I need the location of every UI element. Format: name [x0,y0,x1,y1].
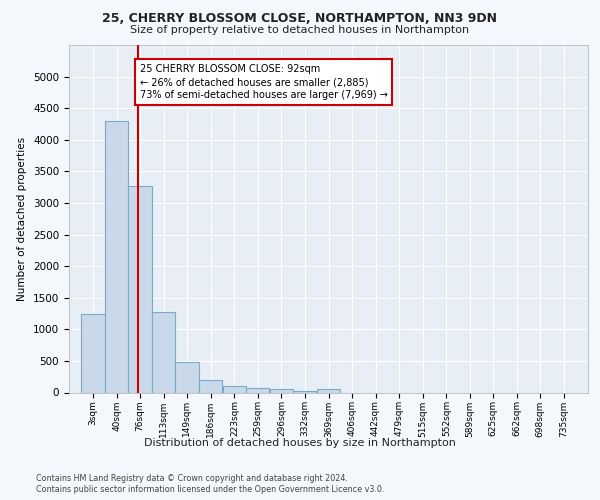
Bar [152,312,175,392]
Y-axis label: Number of detached properties: Number of detached properties [17,136,28,301]
Bar [223,386,246,392]
Text: 25 CHERRY BLOSSOM CLOSE: 92sqm
← 26% of detached houses are smaller (2,885)
73% : 25 CHERRY BLOSSOM CLOSE: 92sqm ← 26% of … [140,64,388,100]
Bar [317,390,340,392]
Bar [246,388,269,392]
Bar [270,390,293,392]
Text: 25, CHERRY BLOSSOM CLOSE, NORTHAMPTON, NN3 9DN: 25, CHERRY BLOSSOM CLOSE, NORTHAMPTON, N… [103,12,497,26]
Bar [293,390,316,392]
Bar [81,314,104,392]
Bar [175,362,199,392]
Bar [128,186,152,392]
Bar [199,380,223,392]
Text: Contains HM Land Registry data © Crown copyright and database right 2024.: Contains HM Land Registry data © Crown c… [36,474,348,483]
Bar [105,121,128,392]
Text: Contains public sector information licensed under the Open Government Licence v3: Contains public sector information licen… [36,485,385,494]
Text: Distribution of detached houses by size in Northampton: Distribution of detached houses by size … [144,438,456,448]
Text: Size of property relative to detached houses in Northampton: Size of property relative to detached ho… [130,25,470,35]
